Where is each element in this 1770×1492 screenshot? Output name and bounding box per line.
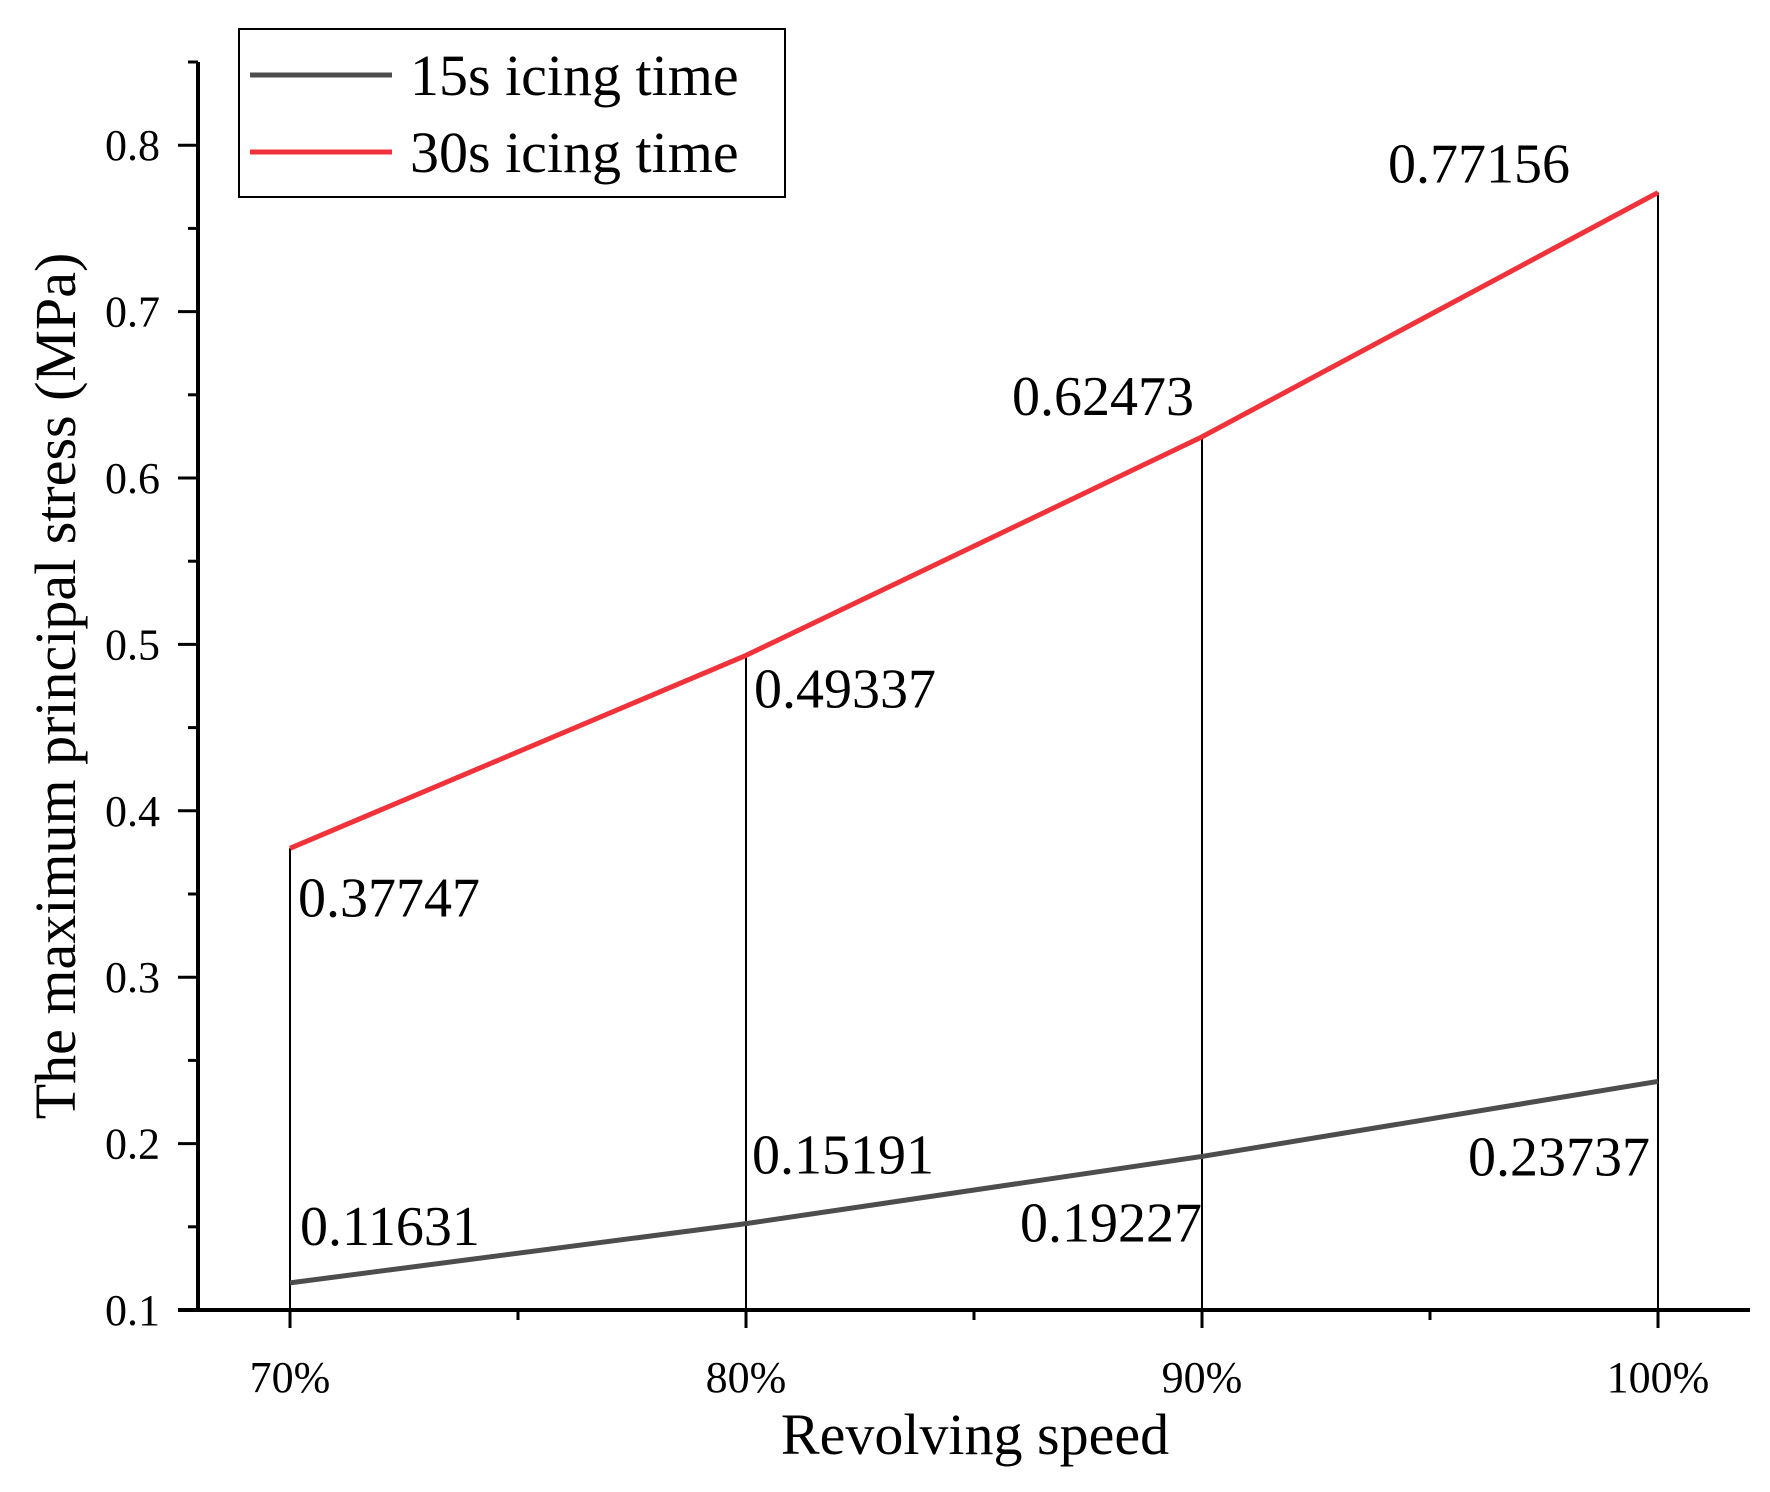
- data-label-30s-3: 0.77156: [1388, 134, 1570, 196]
- y-tick-label-6: 0.7: [105, 288, 160, 337]
- series-lines: [289, 190, 1660, 1286]
- legend-label-15s: 15s icing time: [410, 43, 739, 108]
- series-line-30s: [289, 190, 1660, 851]
- data-label-30s-0: 0.37747: [298, 867, 480, 929]
- legend: 15s icing time 30s icing time: [238, 28, 786, 198]
- x-tick-label-3: 100%: [1607, 1353, 1710, 1402]
- data-label-15s-0: 0.11631: [300, 1196, 480, 1258]
- y-axis-title: The maximum principal stress (MPa): [23, 253, 88, 1120]
- y-tick-label-1: 0.2: [105, 1120, 160, 1169]
- axes: [178, 62, 1750, 1312]
- x-axis-title: Revolving speed: [781, 1402, 1169, 1467]
- x-tick-label-0: 70%: [250, 1353, 331, 1402]
- y-tick-label-4: 0.5: [105, 620, 160, 669]
- drop-lines: [289, 192, 1659, 1310]
- y-ticks: 0.1 0.2 0.3 0.4 0.5 0.6 0.7 0.8: [105, 60, 198, 1335]
- data-label-30s-2: 0.62473: [1012, 366, 1194, 428]
- y-tick-label-5: 0.6: [105, 454, 160, 503]
- data-label-15s-2: 0.19227: [1020, 1192, 1202, 1254]
- x-ticks: 70% 80% 90% 100%: [250, 1310, 1710, 1402]
- x-tick-label-2: 90%: [1162, 1353, 1243, 1402]
- y-tick-label-3: 0.4: [105, 787, 160, 836]
- y-tick-label-7: 0.8: [105, 121, 160, 170]
- y-tick-label-2: 0.3: [105, 953, 160, 1002]
- x-tick-label-1: 80%: [706, 1353, 787, 1402]
- y-tick-label-0: 0.1: [105, 1286, 160, 1335]
- data-label-15s-1: 0.15191: [752, 1125, 934, 1187]
- legend-label-30s: 30s icing time: [410, 120, 739, 185]
- data-label-15s-3: 0.23737: [1468, 1126, 1650, 1188]
- data-labels: 0.11631 0.15191 0.19227 0.23737 0.37747 0.493…: [298, 134, 1650, 1258]
- legend-box: [238, 28, 786, 198]
- data-label-30s-1: 0.49337: [754, 658, 936, 720]
- series-line-15s: [289, 1078, 1659, 1286]
